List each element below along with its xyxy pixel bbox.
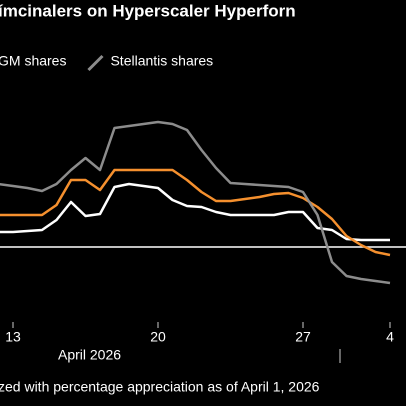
series-line xyxy=(0,168,391,257)
chart-title: ímcinalers on Hyperscaler Hyperforn xyxy=(0,1,296,20)
series-line xyxy=(0,182,390,242)
x-tick-label: 13 xyxy=(5,329,21,345)
x-group-label: April 2026 xyxy=(58,347,121,363)
x-tick-label: 20 xyxy=(150,329,166,345)
legend-marker xyxy=(87,54,104,72)
footnote: zed with percentage appreciation as of A… xyxy=(0,379,320,395)
x-tick-label: 4 xyxy=(386,329,394,345)
x-tick-label: 27 xyxy=(295,329,311,345)
legend-label: GM shares xyxy=(0,53,66,69)
legend-label: Stellantis shares xyxy=(110,53,213,69)
series-line xyxy=(0,120,391,285)
